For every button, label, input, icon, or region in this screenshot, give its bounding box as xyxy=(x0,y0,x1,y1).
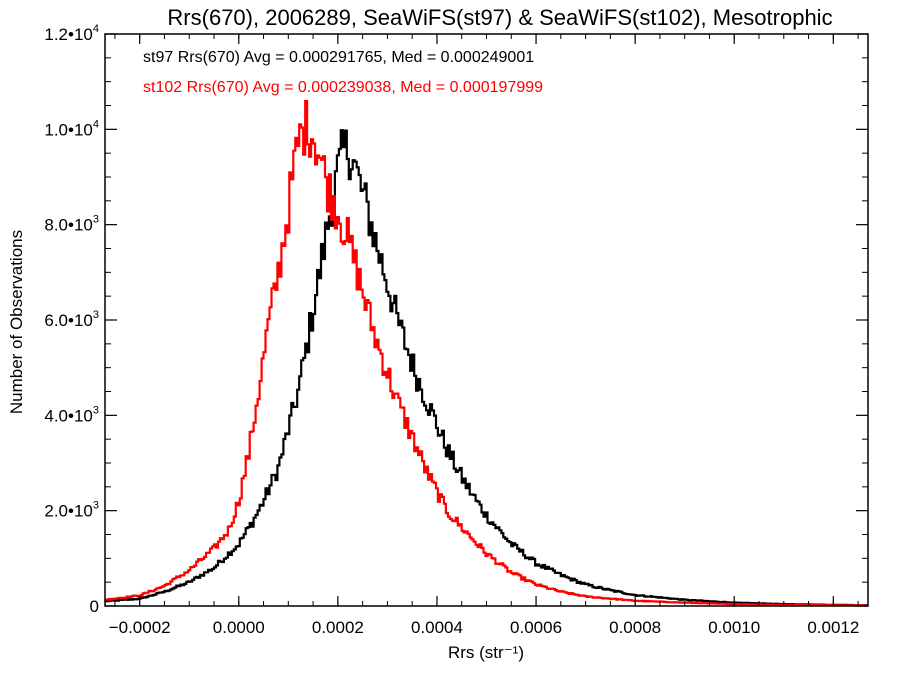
legend-entry: st102 Rrs(670) Avg = 0.000239038, Med = … xyxy=(143,79,543,96)
x-tick-label: 0.0012 xyxy=(807,618,859,637)
y-tick-label: 6.0•103 xyxy=(44,309,99,330)
x-tick-label: 0.0008 xyxy=(609,618,661,637)
y-tick-label: 1.0•104 xyxy=(44,118,99,139)
chart-title: Rrs(670), 2006289, SeaWiFS(st97) & SeaWi… xyxy=(167,5,832,30)
y-tick-label: 2.0•103 xyxy=(44,500,99,521)
y-tick-label: 8.0•103 xyxy=(44,214,99,235)
y-axis-label: Number of Observations xyxy=(7,230,26,414)
x-tick-label: −0.0002 xyxy=(109,618,171,637)
x-tick-label: 0.0006 xyxy=(510,618,562,637)
legend: st97 Rrs(670) Avg = 0.000291765, Med = 0… xyxy=(143,49,543,96)
y-tick-label: 0 xyxy=(90,597,99,616)
y-tick-label: 1.2•104 xyxy=(44,23,99,44)
x-tick-label: 0.0004 xyxy=(411,618,463,637)
series-layer xyxy=(105,100,868,607)
axes-layer: −0.0002 0.0000 0.0002 0.0004 0.0006 0.0008 0.0… xyxy=(44,23,868,637)
y-tick-label: 4.0•103 xyxy=(44,404,99,425)
histogram-series-2 xyxy=(105,100,868,607)
x-tick-label: 0.0010 xyxy=(708,618,760,637)
x-tick-label: 0.0002 xyxy=(312,618,364,637)
x-axis-label: Rrs (str⁻¹) xyxy=(448,643,524,662)
legend-entry: st97 Rrs(670) Avg = 0.000291765, Med = 0… xyxy=(143,49,534,66)
x-tick-label: 0.0000 xyxy=(213,618,265,637)
histogram-series-1 xyxy=(105,129,868,607)
